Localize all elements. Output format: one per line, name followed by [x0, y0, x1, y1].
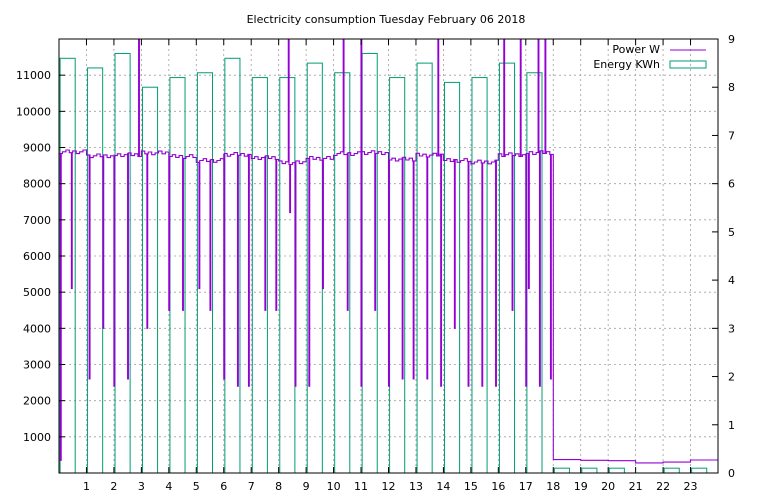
- legend: Power W Energy KWh: [593, 43, 707, 71]
- energy-bar: [141, 86, 159, 474]
- energy-bar: [608, 467, 625, 474]
- power-line: [59, 38, 718, 464]
- x-tick-label: 6: [220, 480, 227, 493]
- y-tick-label: 6000: [23, 250, 51, 263]
- power-series: [59, 38, 718, 464]
- chart-title: Electricity consumption Tuesday February…: [247, 13, 526, 26]
- energy-bar: [471, 77, 488, 474]
- x-tick-label: 8: [275, 480, 282, 493]
- y2-tick-label: 9: [728, 33, 735, 46]
- x-tick-label: 2: [110, 480, 117, 493]
- energy-bar: [553, 467, 570, 474]
- x-tick-label: 11: [354, 480, 368, 493]
- x-tick-label: 1: [83, 480, 90, 493]
- x-tick-label: 5: [193, 480, 200, 493]
- y2-tick-label: 5: [728, 226, 735, 239]
- x-tick-label: 13: [409, 480, 423, 493]
- y-tick-label: 2000: [23, 395, 51, 408]
- legend-swatch-energy: [669, 60, 707, 69]
- y-tick-label: 9000: [23, 142, 51, 155]
- y2-tick-label: 4: [728, 274, 735, 287]
- y2-tick-label: 6: [728, 178, 735, 191]
- x-tick-label: 16: [491, 480, 505, 493]
- x-tick-label: 10: [327, 480, 341, 493]
- y-tick-label: 1000: [23, 431, 51, 444]
- energy-bar: [416, 62, 433, 474]
- y-tick-label: 5000: [23, 286, 51, 299]
- y-tick-label: 8000: [23, 178, 51, 191]
- x-tick-label: 17: [519, 480, 533, 493]
- y2-tick-label: 3: [728, 322, 735, 335]
- y2-tick-label: 0: [728, 467, 735, 480]
- x-tick-label: 22: [656, 480, 670, 493]
- energy-bar: [59, 57, 76, 474]
- axes: 1 2 3 4 5 6 7 8 9 10 11 12 13 14 15 16 17 18 19 20 21 22 23100…: [16, 33, 735, 493]
- x-tick-label: 7: [248, 480, 255, 493]
- energy-bar: [581, 467, 598, 474]
- y-tick-label: 11000: [16, 69, 51, 82]
- x-tick-label: 20: [601, 480, 615, 493]
- energy-bar: [444, 81, 461, 474]
- y2-tick-label: 2: [728, 371, 735, 384]
- grid-lines: [59, 39, 718, 473]
- x-tick-label: 9: [303, 480, 310, 493]
- energy-bar: [663, 467, 680, 474]
- x-tick-label: 19: [574, 480, 588, 493]
- y2-tick-label: 1: [728, 419, 735, 432]
- y-tick-label: 4000: [23, 322, 51, 335]
- y-tick-label: 7000: [23, 214, 51, 227]
- x-tick-label: 4: [165, 480, 172, 493]
- x-tick-label: 14: [436, 480, 450, 493]
- x-tick-label: 21: [629, 480, 643, 493]
- energy-series: [59, 52, 708, 474]
- x-tick-label: 18: [546, 480, 560, 493]
- y-tick-label: 3000: [23, 359, 51, 372]
- y2-tick-label: 7: [728, 129, 735, 142]
- y2-tick-label: 8: [728, 81, 735, 94]
- legend-label-power: Power W: [612, 43, 660, 56]
- y-tick-label: 10000: [16, 105, 51, 118]
- legend-label-energy: Energy KWh: [593, 58, 660, 71]
- energy-bar: [691, 467, 708, 474]
- x-tick-label: 12: [382, 480, 396, 493]
- x-tick-label: 23: [684, 480, 698, 493]
- x-tick-label: 3: [138, 480, 145, 493]
- energy-bar: [279, 77, 296, 474]
- x-tick-label: 15: [464, 480, 478, 493]
